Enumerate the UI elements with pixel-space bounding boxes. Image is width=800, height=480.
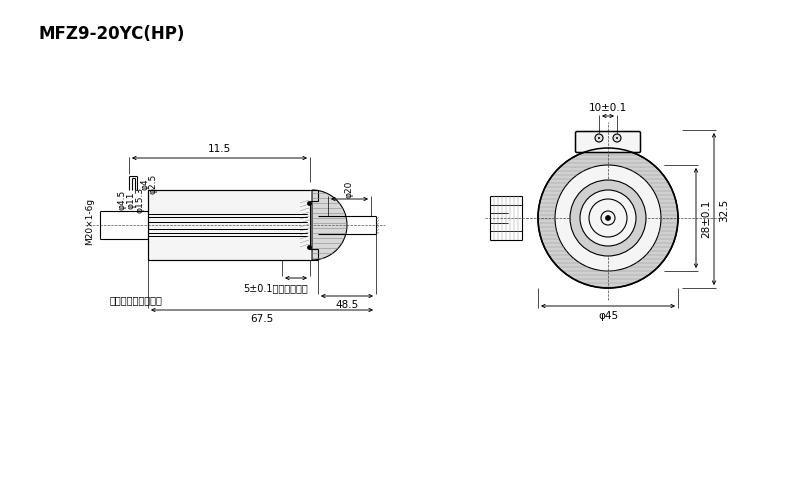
Text: 10±0.1: 10±0.1 xyxy=(589,103,627,113)
Text: MFZ9-20YC(HP): MFZ9-20YC(HP) xyxy=(38,25,184,43)
Circle shape xyxy=(613,135,621,143)
Text: 67.5: 67.5 xyxy=(250,313,274,324)
Circle shape xyxy=(555,166,661,271)
Circle shape xyxy=(580,191,636,247)
Bar xyxy=(148,191,310,261)
Circle shape xyxy=(601,212,615,226)
Text: φ45: φ45 xyxy=(598,311,618,320)
Circle shape xyxy=(538,149,678,288)
Text: φ4.5: φ4.5 xyxy=(118,190,126,210)
Text: 11.5: 11.5 xyxy=(208,144,231,154)
Circle shape xyxy=(606,216,610,221)
Text: 32.5: 32.5 xyxy=(719,198,729,221)
Text: 28±0.1: 28±0.1 xyxy=(701,199,711,238)
Circle shape xyxy=(570,180,646,256)
Text: M20×1-6g: M20×1-6g xyxy=(86,197,94,244)
Text: 5±0.1（吸合位置）: 5±0.1（吸合位置） xyxy=(244,282,308,292)
FancyBboxPatch shape xyxy=(575,132,641,153)
Text: 48.5: 48.5 xyxy=(335,300,358,309)
Polygon shape xyxy=(312,191,347,261)
Circle shape xyxy=(616,138,618,140)
Text: φ11: φ11 xyxy=(126,191,135,208)
Circle shape xyxy=(589,200,627,238)
Text: φ2.5: φ2.5 xyxy=(149,173,158,194)
Text: φ20: φ20 xyxy=(345,180,354,197)
Circle shape xyxy=(598,138,600,140)
Text: 得电时推杆伸出长度: 得电时推杆伸出长度 xyxy=(110,294,163,304)
Text: φ4: φ4 xyxy=(141,178,150,190)
Text: φ15.3: φ15.3 xyxy=(135,187,145,213)
Circle shape xyxy=(595,135,603,143)
